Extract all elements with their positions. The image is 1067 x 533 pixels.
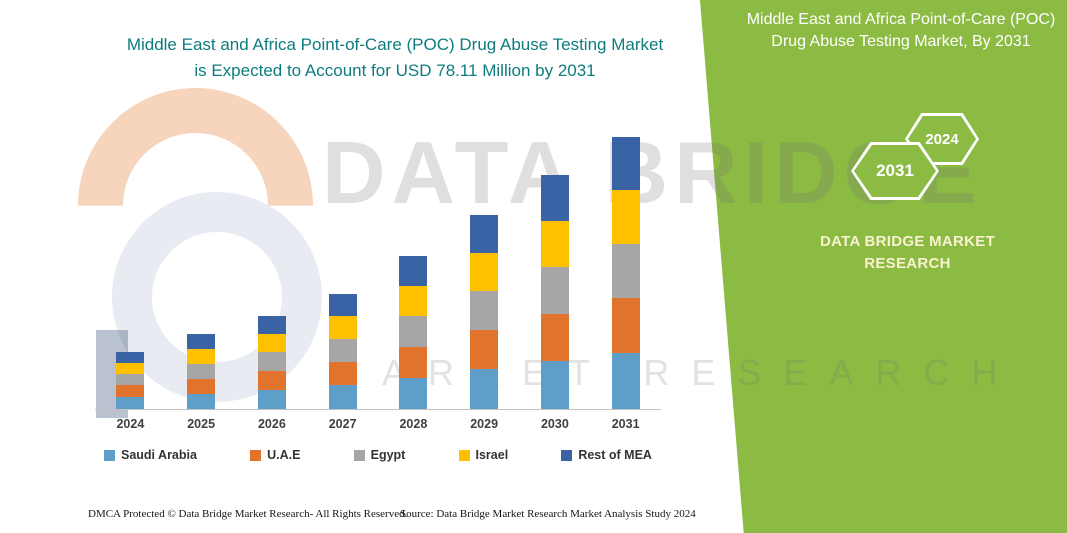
bar-segment bbox=[470, 369, 499, 409]
plot-area bbox=[95, 132, 661, 410]
bar-stack bbox=[399, 256, 428, 409]
bar-cell bbox=[520, 132, 591, 409]
x-axis-label: 2025 bbox=[187, 417, 216, 431]
bar-segment bbox=[187, 394, 216, 409]
bar-segment bbox=[399, 316, 428, 347]
legend-item: Saudi Arabia bbox=[104, 448, 197, 462]
bar-segment bbox=[328, 294, 357, 316]
legend-label: U.A.E bbox=[267, 448, 301, 462]
x-label-cell: 2029 bbox=[449, 417, 520, 431]
x-label-cell: 2027 bbox=[307, 417, 378, 431]
x-label-cell: 2028 bbox=[378, 417, 449, 431]
bar-segment bbox=[470, 253, 499, 291]
legend-swatch bbox=[458, 449, 470, 461]
bar-segment bbox=[470, 215, 499, 253]
bar-segment bbox=[611, 190, 640, 244]
legend-item: Egypt bbox=[353, 448, 406, 462]
legend-item: Israel bbox=[458, 448, 509, 462]
bar-segment bbox=[257, 371, 286, 390]
bar-cell bbox=[378, 132, 449, 409]
bar-stack bbox=[116, 352, 145, 409]
legend-label: Rest of MEA bbox=[578, 448, 652, 462]
legend-label: Israel bbox=[475, 448, 509, 462]
x-axis-label: 2027 bbox=[328, 417, 357, 431]
bar-segment bbox=[540, 267, 569, 314]
bar-segment bbox=[257, 334, 286, 352]
bar-segment bbox=[257, 316, 286, 334]
legend: Saudi Arabia U.A.E Egypt Israel Rest of MEA bbox=[104, 448, 652, 462]
copyright-text: DMCA Protected © Data Bridge Market Rese… bbox=[88, 508, 408, 520]
x-axis-label: 2029 bbox=[470, 417, 499, 431]
bar-segment bbox=[470, 291, 499, 330]
bar-segment bbox=[328, 385, 357, 409]
stacked-bar-chart: 2024 2025 2026 2027 2028 2029 2030 2031 Saudi A… bbox=[95, 132, 661, 462]
bar-segment bbox=[116, 352, 145, 363]
chart-title-line2: is Expected to Account for USD 78.11 Mil… bbox=[194, 61, 596, 81]
bar-segment bbox=[611, 244, 640, 298]
bar-segment bbox=[470, 330, 499, 369]
x-axis-label: 2024 bbox=[116, 417, 145, 431]
brand-watermark-line2: MARKET RESEARCH bbox=[330, 352, 1020, 393]
bar-stack bbox=[470, 215, 499, 409]
x-axis-label: 2030 bbox=[540, 417, 569, 431]
bar-segment bbox=[116, 385, 145, 397]
x-label-cell: 2025 bbox=[166, 417, 237, 431]
legend-swatch bbox=[561, 449, 573, 461]
bar-segment bbox=[328, 362, 357, 385]
bar-segment bbox=[540, 221, 569, 267]
bar-cell bbox=[307, 132, 378, 409]
legend-swatch bbox=[104, 449, 115, 461]
bar-segment bbox=[540, 314, 569, 361]
bar-cell bbox=[449, 132, 520, 409]
x-axis-label: 2031 bbox=[611, 417, 640, 431]
bar-segment bbox=[399, 378, 428, 409]
chart-title-line1: Middle East and Africa Point-of-Care (PO… bbox=[126, 35, 664, 54]
legend-label: Egypt bbox=[370, 448, 406, 462]
legend-item: U.A.E bbox=[250, 448, 300, 462]
bar-segment bbox=[399, 256, 428, 286]
bar-segment bbox=[399, 347, 428, 378]
bar-stack bbox=[540, 175, 569, 409]
x-label-cell: 2030 bbox=[520, 417, 591, 431]
x-label-cell: 2024 bbox=[95, 417, 166, 431]
bar-cell bbox=[166, 132, 237, 409]
bar-segment bbox=[257, 352, 286, 371]
bar-segment bbox=[187, 364, 216, 379]
bar-segment bbox=[257, 390, 286, 409]
bar-stack bbox=[611, 137, 640, 409]
bar-cell bbox=[590, 132, 661, 409]
bar-cell bbox=[237, 132, 308, 409]
bar-segment bbox=[328, 316, 357, 339]
x-axis-labels: 2024 2025 2026 2027 2028 2029 2030 2031 bbox=[95, 417, 661, 431]
legend-swatch bbox=[250, 449, 262, 461]
bar-segment bbox=[399, 286, 428, 316]
bar-stack bbox=[328, 294, 357, 409]
bar-stack bbox=[187, 334, 216, 409]
bar-cell bbox=[95, 132, 166, 409]
x-axis-label: 2028 bbox=[399, 417, 428, 431]
bar-segment bbox=[187, 379, 216, 394]
x-label-cell: 2031 bbox=[590, 417, 661, 431]
bar-segment bbox=[116, 397, 145, 409]
x-axis-label: 2026 bbox=[257, 417, 286, 431]
bar-segment bbox=[187, 349, 216, 364]
bar-segment bbox=[540, 361, 569, 409]
bar-stack bbox=[257, 316, 286, 409]
source-text: Source: Data Bridge Market Research Mark… bbox=[400, 508, 696, 520]
legend-item: Rest of MEA bbox=[561, 448, 652, 462]
legend-label: Saudi Arabia bbox=[121, 448, 197, 462]
bar-segment bbox=[611, 353, 640, 409]
bar-segment bbox=[611, 137, 640, 190]
x-label-cell: 2026 bbox=[237, 417, 308, 431]
bar-segment bbox=[611, 298, 640, 353]
bar-segment bbox=[187, 334, 216, 349]
bar-segment bbox=[328, 339, 357, 362]
bar-segment bbox=[116, 363, 145, 374]
chart-title: Middle East and Africa Point-of-Care (PO… bbox=[103, 32, 687, 85]
bar-segment bbox=[116, 374, 145, 385]
bar-segment bbox=[540, 175, 569, 221]
legend-swatch bbox=[353, 449, 365, 461]
